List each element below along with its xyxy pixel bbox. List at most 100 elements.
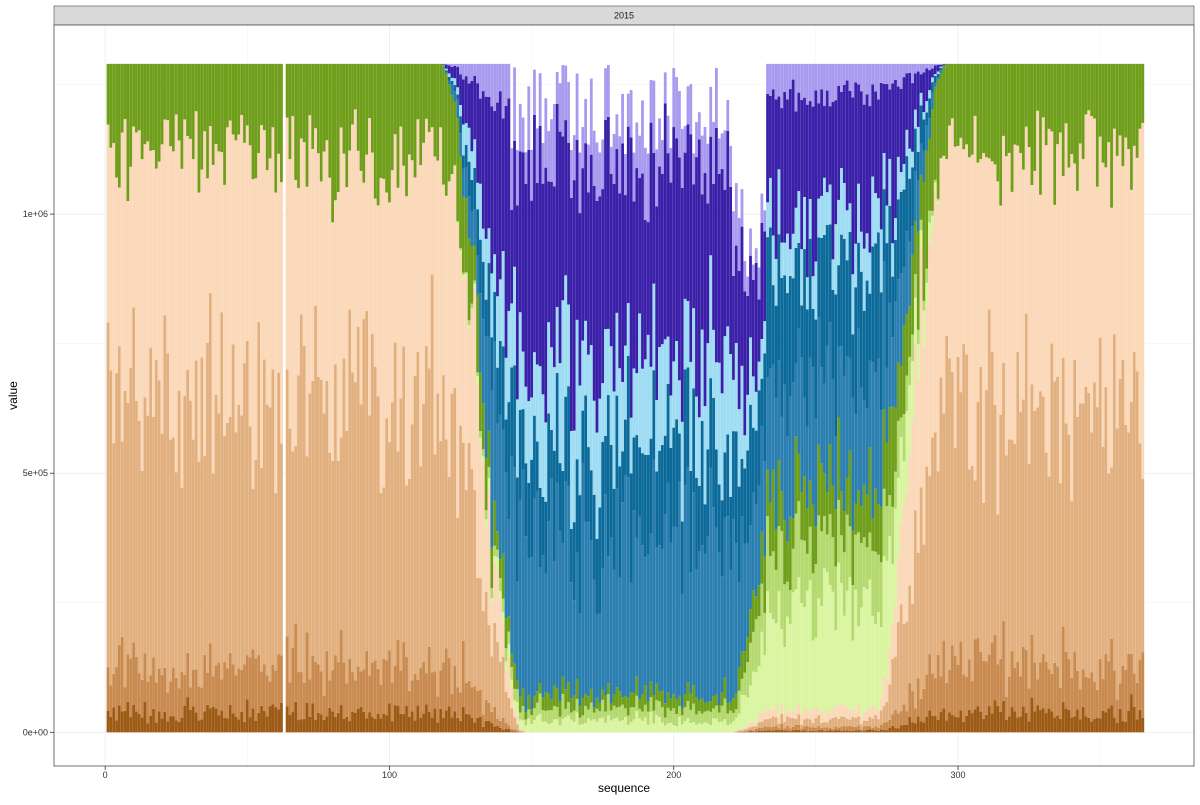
bar-segment-2375 <box>934 87 937 180</box>
bar-segment-1451 <box>706 203 709 343</box>
bar-segment-2474 <box>977 402 980 638</box>
bar-segment-667 <box>459 74 462 105</box>
bar-segment-1577 <box>746 732 749 733</box>
bar-segment-1087 <box>579 706 582 718</box>
bar-segment-1230 <box>630 707 633 722</box>
bar-segment-2070 <box>863 727 866 731</box>
bar-segment-838 <box>502 718 505 730</box>
bar-segment-1412 <box>692 153 695 184</box>
bar-segment-2358 <box>931 674 934 716</box>
bar-segment-1998 <box>846 726 849 730</box>
bar-segment-2539 <box>1014 444 1017 668</box>
bar-segment-1894 <box>820 531 823 606</box>
bar-segment-1054 <box>567 702 570 715</box>
bar-segment-102 <box>163 315 166 668</box>
bar-segment-221 <box>232 664 235 713</box>
bar-segment-575 <box>436 723 439 733</box>
bar-segment-1171 <box>607 117 610 329</box>
bar-segment-1063 <box>570 698 573 712</box>
bar-segment-2437 <box>957 717 960 732</box>
bar-segment-2521 <box>1002 64 1005 136</box>
bar-segment-919 <box>519 151 522 312</box>
bar-segment-4 <box>107 64 110 125</box>
bar-segment-1239 <box>633 693 636 707</box>
bar-segment-2025 <box>851 640 854 709</box>
bar-segment-1484 <box>718 138 721 174</box>
bar-segment-1823 <box>803 476 806 541</box>
bar-segment-1219 <box>624 195 627 346</box>
bar-segment-1468 <box>712 122 715 184</box>
bar-segment-215 <box>229 705 232 732</box>
bar-segment-2510 <box>996 181 999 514</box>
bar-segment-1564 <box>741 189 744 226</box>
bar-segment-705 <box>471 718 474 732</box>
bar-segment-522 <box>405 485 408 657</box>
bar-segment-896 <box>513 67 516 141</box>
bar-segment-1972 <box>837 64 840 86</box>
bar-segment-853 <box>505 661 508 671</box>
bar-segment-1090 <box>579 385 582 495</box>
bar-segment-630 <box>451 78 454 81</box>
bar-segment-2563 <box>1028 688 1031 721</box>
bar-segment-403 <box>337 192 340 461</box>
bar-segment-1393 <box>687 367 690 467</box>
bar-segment-1692 <box>772 365 775 470</box>
bar-segment-547 <box>419 466 422 668</box>
bar-segment-875 <box>510 708 513 728</box>
bar-segment-1176 <box>610 537 613 703</box>
bar-segment-409 <box>340 64 343 128</box>
bar-segment-1713 <box>778 591 781 716</box>
bar-segment-262 <box>254 460 257 659</box>
bar-segment-479 <box>380 64 383 178</box>
bar-segment-2619 <box>1059 483 1062 688</box>
bar-segment-1800 <box>797 329 800 454</box>
bar-segment-2389 <box>937 74 940 77</box>
bar-segment-1099 <box>581 168 584 340</box>
bar-segment-1722 <box>780 724 783 730</box>
bar-segment-391 <box>331 670 334 711</box>
bar-segment-157 <box>195 360 198 669</box>
bar-segment-2228 <box>900 524 903 604</box>
bar-segment-1527 <box>732 276 735 380</box>
bar-segment-2648 <box>1076 671 1079 709</box>
bar-segment-2146 <box>880 562 883 627</box>
bar-segment-523 <box>405 196 408 485</box>
bar-segment-1546 <box>738 691 741 714</box>
bar-segment-788 <box>488 64 491 97</box>
bar-segment-24 <box>118 64 121 188</box>
bar-segment-351 <box>308 679 311 716</box>
bar-segment-2356 <box>928 64 931 70</box>
bar-segment-587 <box>442 375 445 662</box>
bar-segment-1244 <box>633 153 636 202</box>
bar-segment-2525 <box>1005 156 1008 455</box>
bar-segment-1803 <box>797 93 800 191</box>
bar-segment-1448 <box>706 537 709 702</box>
bar-segment-1401 <box>689 471 692 573</box>
bar-segment-1576 <box>743 261 746 291</box>
bar-segment-1189 <box>616 717 619 732</box>
bar-segment-1932 <box>829 322 832 444</box>
bar-segment-179 <box>206 64 209 178</box>
bar-segment-2260 <box>905 64 908 73</box>
bar-segment-810 <box>493 254 496 292</box>
bar-segment-2685 <box>1096 187 1099 407</box>
bar-segment-2275 <box>911 604 914 691</box>
bar-segment-1632 <box>758 486 761 585</box>
bar-segment-1340 <box>667 116 670 153</box>
bar-segment-2290 <box>914 274 917 297</box>
bar-segment-1718 <box>778 169 781 234</box>
bar-segment-612 <box>448 182 451 477</box>
bar-segment-1431 <box>701 699 704 714</box>
bar-segment-649 <box>456 223 459 224</box>
bar-segment-722 <box>473 280 476 283</box>
bar-segment-1082 <box>576 320 579 459</box>
bar-segment-1960 <box>834 64 837 100</box>
bar-segment-1106 <box>584 321 587 396</box>
bar-segment-841 <box>502 612 505 622</box>
bar-segment-1737 <box>783 647 786 713</box>
bar-segment-1997 <box>846 730 849 732</box>
bar-segment-1562 <box>741 366 744 459</box>
bar-segment-1528 <box>732 211 735 276</box>
bar-segment-762 <box>482 229 485 262</box>
bar-segment-2094 <box>869 726 872 729</box>
